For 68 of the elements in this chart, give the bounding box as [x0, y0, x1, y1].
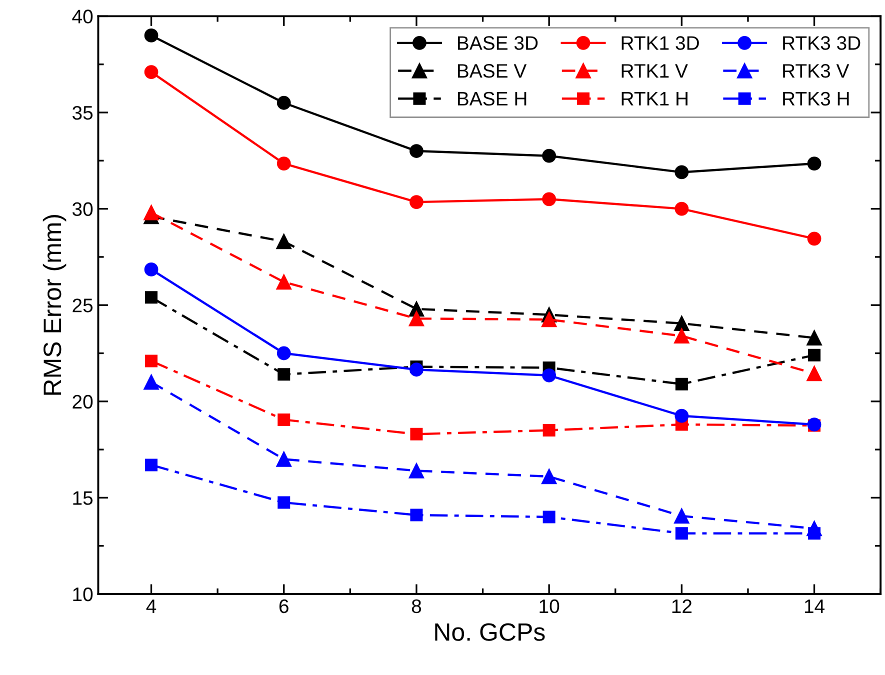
point — [144, 205, 159, 220]
x-tick-label: 12 — [672, 599, 692, 613]
point — [410, 362, 424, 377]
point — [674, 408, 689, 423]
point — [674, 165, 689, 180]
point — [145, 291, 158, 304]
legend-label: BASE H — [458, 92, 526, 106]
legend-label: BASE V — [458, 64, 527, 78]
x-tick-label: 6 — [279, 599, 288, 614]
point — [278, 413, 290, 426]
point — [542, 192, 556, 206]
legend-label: RTK1 V — [622, 64, 688, 78]
point — [276, 156, 291, 170]
y-axis-title: RMS Error (mm) — [42, 214, 66, 395]
point — [675, 527, 688, 540]
point — [674, 508, 690, 524]
legend-label: RTK3 H — [783, 92, 849, 106]
point — [276, 346, 291, 360]
x-tick-label: 4 — [146, 600, 156, 613]
x-tick-label: 14 — [804, 600, 825, 613]
point — [674, 328, 690, 344]
x-tick-label: 10 — [540, 599, 560, 614]
y-tick-label: 35 — [72, 106, 93, 120]
point — [410, 144, 424, 158]
point — [145, 354, 158, 368]
point — [144, 28, 158, 42]
legend-label: RTK3 3D — [783, 36, 860, 50]
y-tick-label: 10 — [73, 587, 93, 602]
point — [806, 330, 822, 346]
point — [541, 468, 557, 484]
y-tick-label: 20 — [72, 394, 93, 409]
x-axis-title: No. GCPs — [435, 623, 545, 641]
point — [674, 202, 689, 216]
point — [542, 510, 556, 524]
point — [276, 234, 292, 250]
point — [408, 310, 424, 326]
point — [278, 368, 290, 381]
point — [144, 65, 158, 79]
point — [542, 368, 556, 382]
legend-label: BASE 3D — [458, 36, 538, 50]
point — [542, 148, 556, 163]
point — [542, 424, 556, 437]
point — [675, 378, 688, 390]
point — [144, 262, 158, 276]
point — [806, 366, 822, 382]
point — [410, 195, 424, 210]
point — [807, 232, 822, 246]
point — [541, 312, 557, 328]
point — [410, 508, 423, 522]
point — [276, 452, 292, 467]
y-tick-label: 25 — [72, 298, 93, 312]
point — [410, 428, 423, 440]
point — [276, 96, 291, 110]
point — [276, 274, 292, 290]
point — [278, 496, 290, 509]
legend-label: RTK1 H — [622, 92, 688, 106]
legend-label: RTK3 V — [783, 64, 850, 78]
legend-label: RTK1 3D — [622, 36, 699, 50]
point — [145, 458, 158, 472]
y-tick-label: 15 — [73, 491, 93, 505]
y-tick-label: 40 — [72, 10, 93, 24]
point — [674, 316, 690, 332]
point — [807, 156, 822, 170]
point — [408, 463, 424, 478]
point — [808, 348, 821, 362]
y-tick-label: 30 — [72, 202, 93, 216]
point — [144, 374, 159, 390]
x-tick-label: 8 — [412, 599, 422, 614]
